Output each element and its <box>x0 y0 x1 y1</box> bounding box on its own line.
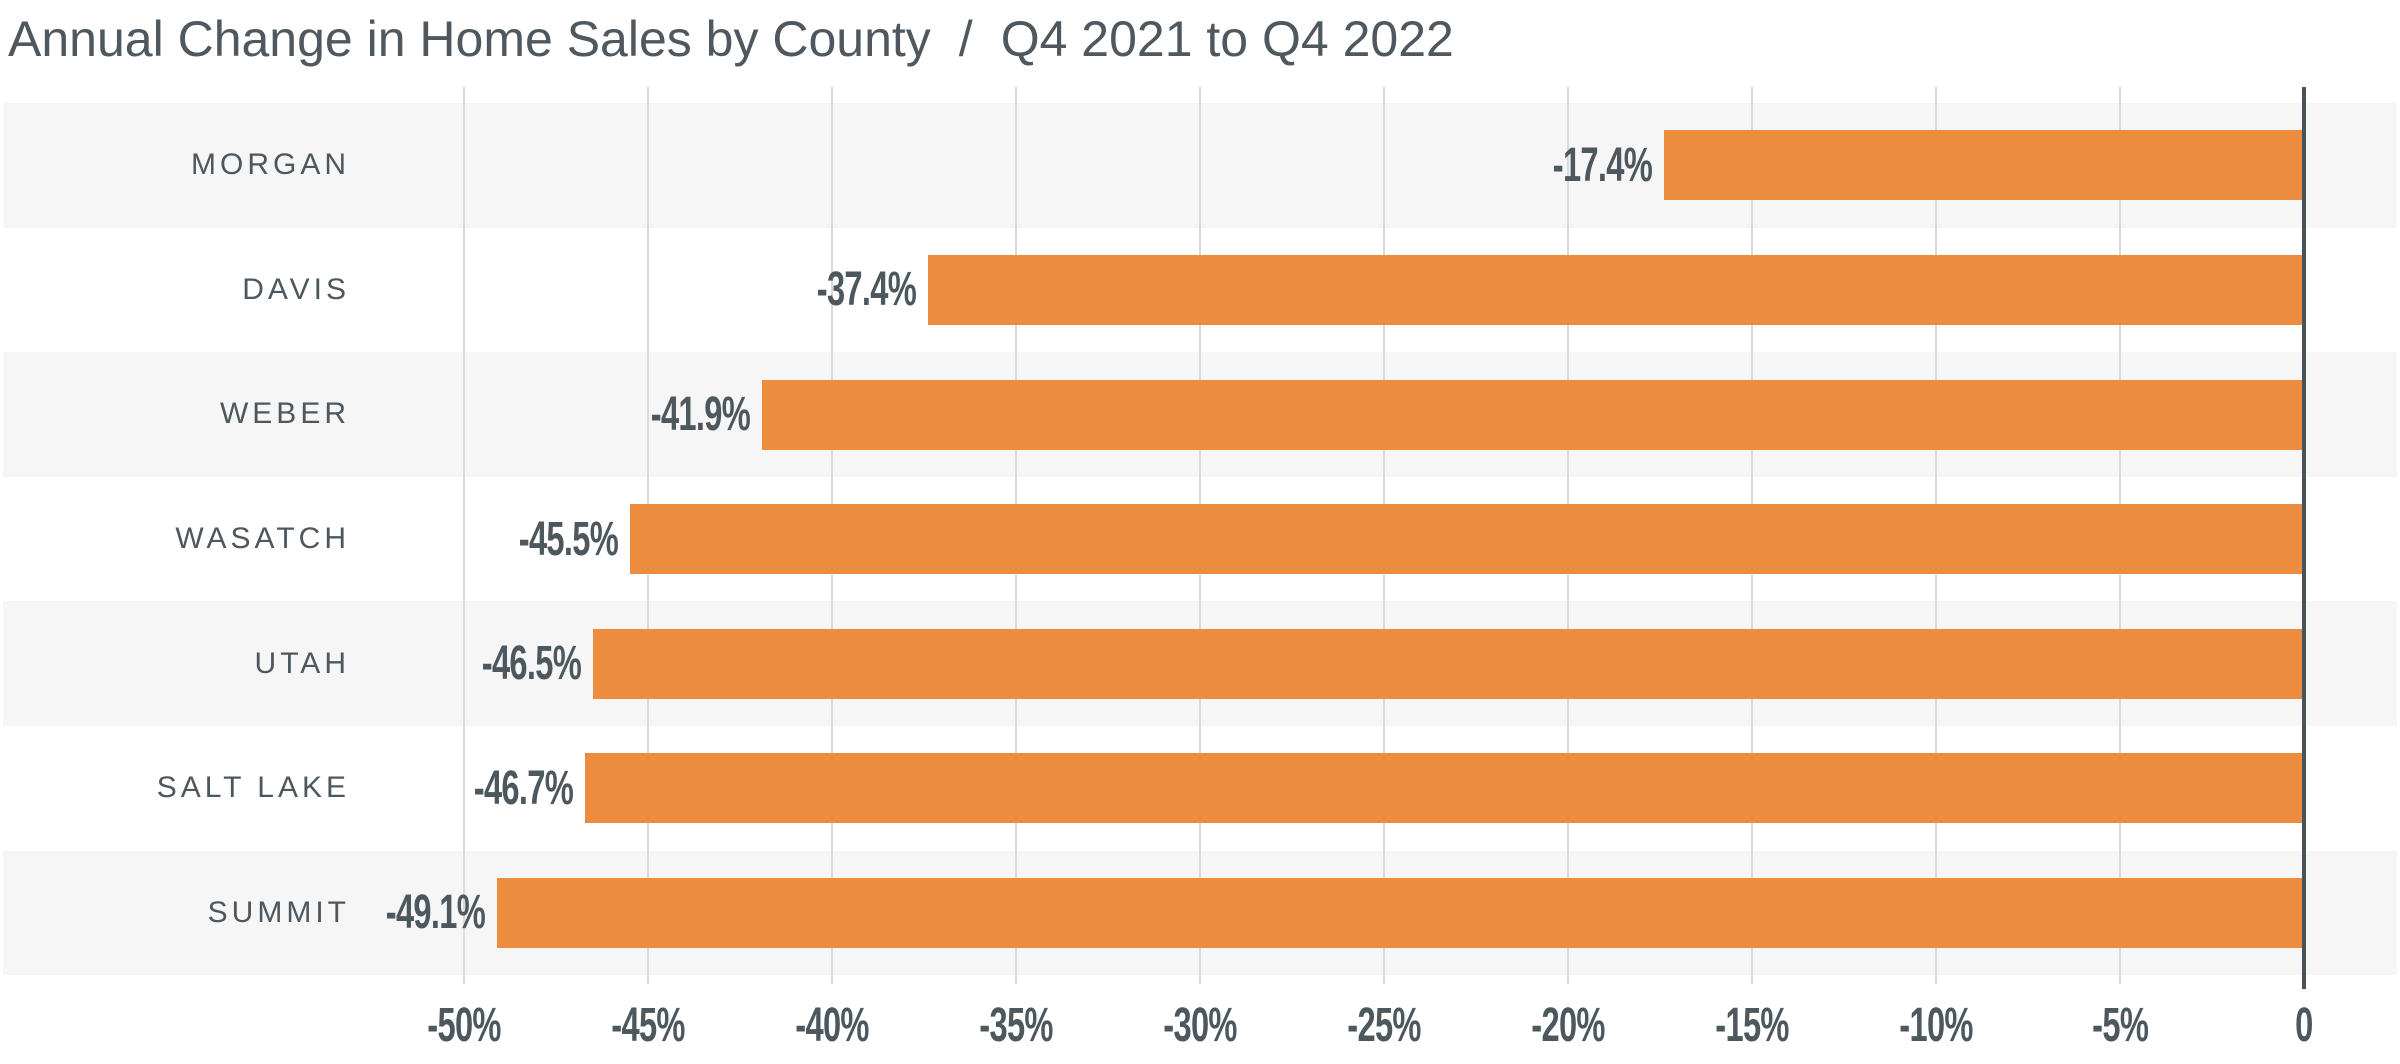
county-label-salt-lake: SALT LAKE <box>156 771 350 805</box>
axis-tick-label-45: -45% <box>558 998 738 1052</box>
bar-value-text: -46.5% <box>481 637 581 691</box>
bar-utah <box>592 628 2304 699</box>
axis-tick-text: -35% <box>979 998 1053 1052</box>
bar-value-label-davis: -37.4% <box>0 228 916 353</box>
bar-value-label-utah: -46.5% <box>0 601 581 726</box>
bar-value-text: -46.7% <box>474 761 574 815</box>
axis-tick-label-35: -35% <box>926 998 1106 1052</box>
axis-tick-text: -15% <box>1715 998 1789 1052</box>
axis-tick-label-15: -15% <box>1662 998 1842 1052</box>
axis-tick-label-40: -40% <box>742 998 922 1052</box>
bar-value-text: -37.4% <box>816 263 916 317</box>
bar-salt-lake <box>585 753 2304 824</box>
zero-axis-line <box>2302 87 2306 989</box>
axis-tick-label-50: -50% <box>374 998 554 1052</box>
axis-tick-label-5: -5% <box>2030 998 2210 1052</box>
bar-davis <box>927 254 2304 325</box>
chart-title-main: Annual Change in Home Sales by County <box>8 11 931 67</box>
county-label-wasatch: WASATCH <box>175 522 350 556</box>
axis-tick-text: -30% <box>1163 998 1237 1052</box>
county-label-davis: DAVIS <box>242 272 350 306</box>
county-label-morgan: MORGAN <box>191 148 350 182</box>
axis-tick-label-10: -10% <box>1846 998 2026 1052</box>
bar-morgan <box>1663 130 2304 201</box>
axis-tick-text: -45% <box>611 998 685 1052</box>
bar-weber <box>762 379 2304 450</box>
bar-value-label-weber: -41.9% <box>0 352 751 477</box>
axis-tick-label-25: -25% <box>1294 998 1474 1052</box>
chart-title: Annual Change in Home Sales by County / Q4… <box>8 12 1454 67</box>
bar-value-text: -49.1% <box>385 886 486 940</box>
bar-summit <box>497 877 2304 948</box>
axis-tick-text: -25% <box>1347 998 1421 1052</box>
axis-tick-text: -10% <box>1899 998 1973 1052</box>
axis-tick-label-30: -30% <box>1110 998 1290 1052</box>
bar-value-label-wasatch: -45.5% <box>0 477 618 602</box>
axis-tick-text: -20% <box>1531 998 1605 1052</box>
county-label-weber: WEBER <box>219 397 350 431</box>
axis-tick-label-20: -20% <box>1478 998 1658 1052</box>
axis-tick-text: -50% <box>427 998 501 1052</box>
bar-value-label-salt-lake: -46.7% <box>0 726 574 851</box>
bar-value-text: -41.9% <box>650 387 751 441</box>
bar-wasatch <box>629 504 2304 575</box>
chart-title-period: Q4 2021 to Q4 2022 <box>1000 11 1454 67</box>
chart-title-separator: / <box>958 11 973 67</box>
axis-tick-text: -5% <box>2091 998 2149 1052</box>
county-label-utah: UTAH <box>254 646 350 680</box>
bar-value-text: -17.4% <box>1552 138 1652 192</box>
axis-tick-text: -40% <box>795 998 869 1052</box>
bar-value-label-morgan: -17.4% <box>0 103 1652 228</box>
bar-value-label-summit: -49.1% <box>0 851 486 976</box>
grid-line-50 <box>463 87 465 984</box>
axis-tick-label-0: 0 <box>2214 998 2394 1052</box>
axis-tick-text: 0 <box>2295 998 2313 1052</box>
county-label-summit: SUMMIT <box>207 895 350 929</box>
bar-value-text: -45.5% <box>518 512 618 566</box>
